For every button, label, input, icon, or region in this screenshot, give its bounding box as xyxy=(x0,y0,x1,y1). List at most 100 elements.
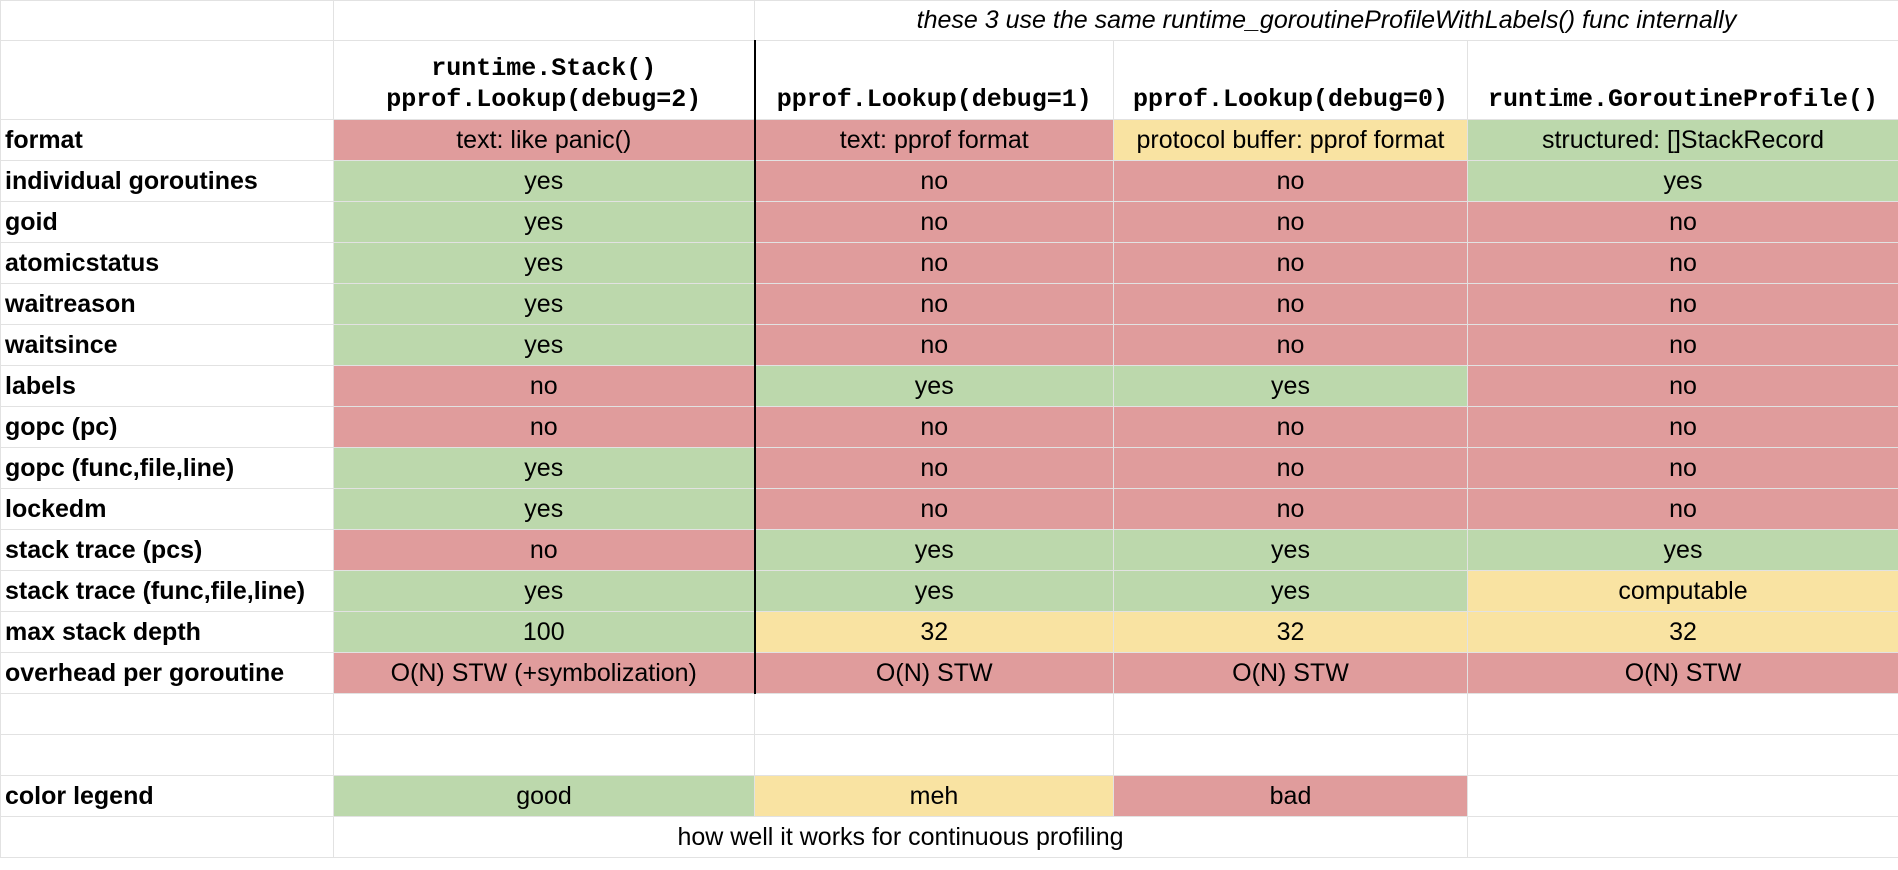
row-label[interactable]: individual goroutines xyxy=(0,160,334,202)
table-cell[interactable]: yes xyxy=(753,529,1114,571)
table-cell[interactable]: text: like panic() xyxy=(333,119,755,161)
table-cell[interactable]: no xyxy=(1466,324,1898,366)
cell-empty[interactable] xyxy=(0,40,334,120)
cell-empty[interactable] xyxy=(754,693,1114,735)
table-cell[interactable]: no xyxy=(333,529,755,571)
table-cell[interactable]: no xyxy=(333,365,755,407)
table-cell[interactable]: 32 xyxy=(753,611,1114,653)
table-cell[interactable]: no xyxy=(1466,201,1898,243)
table-cell[interactable]: no xyxy=(753,160,1114,202)
cell-empty[interactable] xyxy=(1466,693,1898,735)
table-cell[interactable]: no xyxy=(753,324,1114,366)
table-cell[interactable]: no xyxy=(1113,201,1468,243)
row-label[interactable]: labels xyxy=(0,365,334,407)
table-cell[interactable]: yes xyxy=(333,201,755,243)
table-cell[interactable]: no xyxy=(753,201,1114,243)
column-header-pprof-debug1[interactable]: pprof.Lookup(debug=1) xyxy=(753,40,1114,120)
table-row: waitsince yes no no no xyxy=(0,324,1898,366)
table-cell[interactable]: no xyxy=(333,406,755,448)
table-cell[interactable]: structured: []StackRecord xyxy=(1466,119,1898,161)
table-cell[interactable]: yes xyxy=(1466,529,1898,571)
table-cell[interactable]: 100 xyxy=(333,611,755,653)
table-cell[interactable]: protocol buffer: pprof format xyxy=(1113,119,1468,161)
column-header-goroutine-profile[interactable]: runtime.GoroutineProfile() xyxy=(1466,40,1898,120)
table-cell[interactable]: no xyxy=(753,283,1114,325)
row-label[interactable]: lockedm xyxy=(0,488,334,530)
table-cell[interactable]: yes xyxy=(333,160,755,202)
table-cell[interactable]: no xyxy=(1113,488,1468,530)
note-cell[interactable]: these 3 use the same runtime_goroutinePr… xyxy=(753,0,1898,41)
row-label[interactable]: stack trace (pcs) xyxy=(0,529,334,571)
table-cell[interactable]: yes xyxy=(1113,529,1468,571)
cell-empty[interactable] xyxy=(333,693,755,735)
table-cell[interactable]: yes xyxy=(753,365,1114,407)
table-cell[interactable]: 32 xyxy=(1466,611,1898,653)
table-cell[interactable]: yes xyxy=(333,447,755,489)
table-cell[interactable]: no xyxy=(1113,283,1468,325)
column-header-line: pprof.Lookup(debug=0) xyxy=(1132,84,1449,114)
table-cell[interactable]: no xyxy=(1113,406,1468,448)
legend-meh[interactable]: meh xyxy=(754,775,1114,817)
cell-empty[interactable] xyxy=(1466,775,1898,817)
table-cell[interactable]: no xyxy=(1113,324,1468,366)
cell-empty[interactable] xyxy=(333,734,755,776)
table-cell[interactable]: O(N) STW xyxy=(1113,652,1468,694)
table-cell[interactable]: yes xyxy=(333,570,755,612)
row-label[interactable]: gopc (pc) xyxy=(0,406,334,448)
row-label[interactable]: stack trace (func,file,line) xyxy=(0,570,334,612)
table-cell[interactable]: no xyxy=(753,242,1114,284)
table-cell[interactable]: no xyxy=(1466,283,1898,325)
table-cell[interactable]: yes xyxy=(333,283,755,325)
table-cell[interactable]: no xyxy=(1466,488,1898,530)
table-row: goid yes no no no xyxy=(0,201,1898,243)
table-cell[interactable]: no xyxy=(1466,406,1898,448)
legend-bad[interactable]: bad xyxy=(1113,775,1468,817)
table-row: gopc (func,file,line) yes no no no xyxy=(0,447,1898,489)
row-label[interactable]: overhead per goroutine xyxy=(0,652,334,694)
table-cell[interactable]: text: pprof format xyxy=(753,119,1114,161)
cell-empty[interactable] xyxy=(1466,816,1898,858)
table-cell[interactable]: no xyxy=(1466,365,1898,407)
table-cell[interactable]: computable xyxy=(1466,570,1898,612)
legend-label[interactable]: color legend xyxy=(0,775,334,817)
cell-empty[interactable] xyxy=(0,734,334,776)
table-cell[interactable]: no xyxy=(1466,242,1898,284)
table-cell[interactable]: yes xyxy=(1113,570,1468,612)
cell-empty[interactable] xyxy=(0,816,334,858)
table-cell[interactable]: no xyxy=(1113,160,1468,202)
legend-good[interactable]: good xyxy=(333,775,755,817)
row-label[interactable]: max stack depth xyxy=(0,611,334,653)
table-cell[interactable]: no xyxy=(753,447,1114,489)
row-label[interactable]: waitreason xyxy=(0,283,334,325)
column-header-pprof-debug0[interactable]: pprof.Lookup(debug=0) xyxy=(1113,40,1468,120)
table-cell[interactable]: yes xyxy=(333,242,755,284)
cell-empty[interactable] xyxy=(1466,734,1898,776)
table-cell[interactable]: no xyxy=(1113,447,1468,489)
table-cell[interactable]: no xyxy=(1113,242,1468,284)
table-cell[interactable]: yes xyxy=(333,488,755,530)
table-cell[interactable]: yes xyxy=(1466,160,1898,202)
cell-empty[interactable] xyxy=(0,693,334,735)
column-header-runtime-stack[interactable]: runtime.Stack() pprof.Lookup(debug=2) xyxy=(333,40,755,120)
row-label[interactable]: gopc (func,file,line) xyxy=(0,447,334,489)
table-cell[interactable]: yes xyxy=(1113,365,1468,407)
row-label[interactable]: waitsince xyxy=(0,324,334,366)
table-cell[interactable]: O(N) STW xyxy=(753,652,1114,694)
row-label[interactable]: goid xyxy=(0,201,334,243)
cell-empty[interactable] xyxy=(754,734,1114,776)
table-cell[interactable]: yes xyxy=(333,324,755,366)
cell-empty[interactable] xyxy=(333,0,755,41)
cell-empty[interactable] xyxy=(0,0,334,41)
table-cell[interactable]: no xyxy=(753,488,1114,530)
table-cell[interactable]: yes xyxy=(753,570,1114,612)
row-label[interactable]: format xyxy=(0,119,334,161)
cell-empty[interactable] xyxy=(1113,734,1468,776)
table-cell[interactable]: no xyxy=(753,406,1114,448)
row-label[interactable]: atomicstatus xyxy=(0,242,334,284)
table-cell[interactable]: O(N) STW (+symbolization) xyxy=(333,652,755,694)
table-cell[interactable]: no xyxy=(1466,447,1898,489)
legend-caption[interactable]: how well it works for continuous profili… xyxy=(333,816,1468,858)
table-cell[interactable]: O(N) STW xyxy=(1466,652,1898,694)
table-cell[interactable]: 32 xyxy=(1113,611,1468,653)
cell-empty[interactable] xyxy=(1113,693,1468,735)
